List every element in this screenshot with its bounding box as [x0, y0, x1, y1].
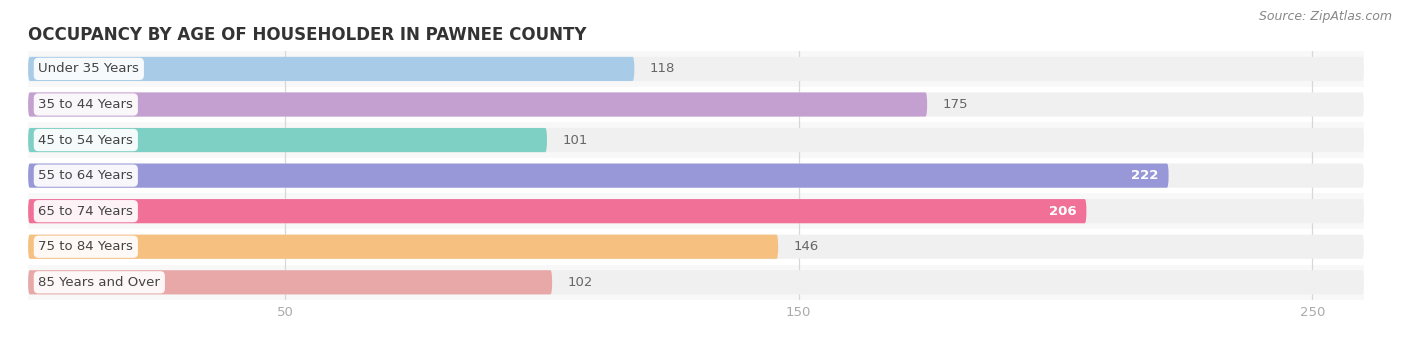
FancyBboxPatch shape [28, 51, 1364, 87]
FancyBboxPatch shape [28, 57, 1364, 81]
Text: 101: 101 [562, 134, 588, 147]
FancyBboxPatch shape [28, 92, 927, 117]
FancyBboxPatch shape [28, 128, 547, 152]
FancyBboxPatch shape [28, 193, 1364, 229]
FancyBboxPatch shape [28, 235, 778, 259]
FancyBboxPatch shape [28, 158, 1364, 193]
FancyBboxPatch shape [28, 199, 1364, 223]
Text: OCCUPANCY BY AGE OF HOUSEHOLDER IN PAWNEE COUNTY: OCCUPANCY BY AGE OF HOUSEHOLDER IN PAWNE… [28, 26, 586, 44]
Text: Under 35 Years: Under 35 Years [38, 62, 139, 75]
Text: 222: 222 [1130, 169, 1159, 182]
Text: 65 to 74 Years: 65 to 74 Years [38, 205, 134, 218]
FancyBboxPatch shape [28, 265, 1364, 300]
FancyBboxPatch shape [28, 229, 1364, 265]
Text: Source: ZipAtlas.com: Source: ZipAtlas.com [1258, 10, 1392, 23]
Text: 75 to 84 Years: 75 to 84 Years [38, 240, 134, 253]
FancyBboxPatch shape [28, 270, 553, 294]
FancyBboxPatch shape [28, 235, 1364, 259]
Text: 175: 175 [942, 98, 969, 111]
Text: 85 Years and Over: 85 Years and Over [38, 276, 160, 289]
Text: 55 to 64 Years: 55 to 64 Years [38, 169, 134, 182]
FancyBboxPatch shape [28, 122, 1364, 158]
Text: 35 to 44 Years: 35 to 44 Years [38, 98, 134, 111]
FancyBboxPatch shape [28, 57, 634, 81]
FancyBboxPatch shape [28, 87, 1364, 122]
FancyBboxPatch shape [28, 128, 1364, 152]
Text: 102: 102 [568, 276, 593, 289]
FancyBboxPatch shape [28, 164, 1168, 188]
FancyBboxPatch shape [28, 199, 1087, 223]
Text: 146: 146 [793, 240, 818, 253]
Text: 45 to 54 Years: 45 to 54 Years [38, 134, 134, 147]
FancyBboxPatch shape [28, 164, 1364, 188]
Text: 118: 118 [650, 62, 675, 75]
Text: 206: 206 [1049, 205, 1076, 218]
FancyBboxPatch shape [28, 270, 1364, 294]
FancyBboxPatch shape [28, 92, 1364, 117]
